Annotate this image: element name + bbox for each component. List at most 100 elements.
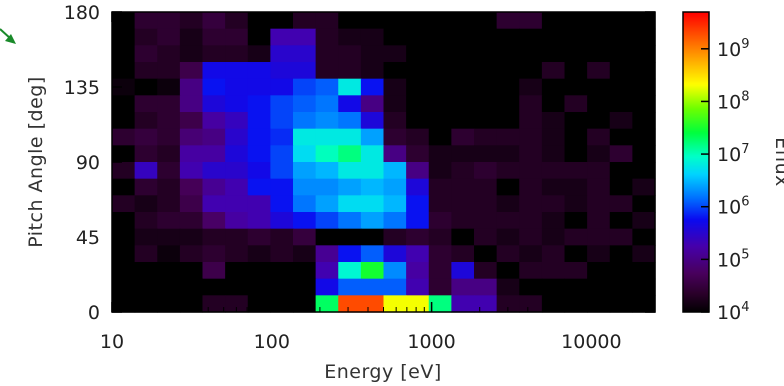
- heatmap-cell: [360, 145, 385, 163]
- heatmap-cell: [225, 278, 249, 296]
- colorbar-tick-label: 107: [717, 142, 749, 166]
- heatmap-cell: [587, 228, 611, 246]
- heatmap-cell: [338, 78, 362, 96]
- colorbar-segment: [683, 252, 709, 255]
- heatmap-cell: [632, 145, 656, 163]
- heatmap-cell: [179, 45, 204, 63]
- x-tick-label: 100: [254, 331, 290, 353]
- heatmap-cell: [541, 78, 566, 96]
- heatmap-cell: [474, 262, 498, 280]
- heatmap-cell: [315, 278, 339, 296]
- colorbar-segment: [683, 154, 709, 157]
- heatmap-cell: [406, 162, 430, 180]
- heatmap-cell: [247, 145, 271, 163]
- colorbar-segment: [683, 50, 709, 53]
- heatmap-cell: [428, 212, 452, 230]
- heatmap-cell: [383, 145, 407, 163]
- heatmap-cell: [541, 128, 566, 146]
- heatmap-cell: [270, 228, 294, 246]
- colorbar-segment: [683, 202, 709, 205]
- colorbar-tick-label: 109: [717, 37, 749, 61]
- heatmap-cell: [157, 12, 181, 30]
- colorbar-segment: [683, 238, 709, 241]
- heatmap-cell: [134, 12, 158, 30]
- colorbar-segment: [683, 136, 709, 139]
- heatmap-cell: [293, 228, 317, 246]
- heatmap-cell: [247, 228, 271, 246]
- heatmap-cell: [564, 62, 588, 80]
- heatmap-cell: [451, 212, 475, 230]
- heatmap-cell: [609, 45, 633, 63]
- heatmap-cell: [496, 28, 520, 46]
- heatmap-cell: [293, 45, 317, 63]
- heatmap-cell: [383, 78, 407, 96]
- heatmap-cell: [179, 178, 204, 196]
- heatmap-cell: [383, 112, 407, 130]
- colorbar-segment: [683, 204, 709, 207]
- heatmap-cell: [632, 45, 656, 63]
- heatmap-cell: [428, 178, 452, 196]
- heatmap-cell: [179, 212, 204, 230]
- colorbar-segment: [683, 180, 709, 183]
- heatmap-cell: [112, 28, 136, 46]
- heatmap-cell: [247, 62, 271, 80]
- colorbar-segment: [683, 302, 709, 305]
- heatmap-cell: [247, 262, 271, 280]
- heatmap-cells: [112, 12, 656, 313]
- heatmap-cell: [293, 162, 317, 180]
- heatmap-cell: [564, 295, 588, 313]
- heatmap-cell: [428, 112, 452, 130]
- colorbar-segment: [683, 194, 709, 197]
- heatmap-cell: [134, 295, 158, 313]
- heatmap-cell: [179, 95, 204, 113]
- colorbar-segment: [683, 304, 709, 307]
- heatmap-cell: [541, 28, 566, 46]
- heatmap-cell: [496, 78, 520, 96]
- heatmap-cell: [112, 245, 136, 263]
- heatmap-cell: [474, 295, 498, 313]
- heatmap-cell: [270, 128, 294, 146]
- colorbar-segment: [683, 36, 709, 39]
- colorbar-segment: [683, 260, 709, 263]
- heatmap-cell: [474, 128, 498, 146]
- heatmap-cell: [383, 95, 407, 113]
- colorbar-segment: [683, 250, 709, 253]
- heatmap-cell: [157, 178, 181, 196]
- colorbar-segment: [683, 44, 709, 47]
- colorbar-tick-label: 105: [717, 247, 749, 271]
- heatmap-cell: [609, 178, 633, 196]
- colorbar-segment: [683, 62, 709, 65]
- colorbar-segment: [683, 220, 709, 223]
- heatmap-cell: [406, 262, 430, 280]
- heatmap-cell: [247, 245, 271, 263]
- heatmap-cell: [474, 12, 498, 30]
- heatmap-cell: [609, 228, 633, 246]
- heatmap-cell: [609, 112, 633, 130]
- heatmap-cell: [519, 228, 543, 246]
- heatmap-cell: [519, 178, 543, 196]
- heatmap-cell: [112, 195, 136, 213]
- heatmap-cell: [202, 212, 226, 230]
- heatmap-cell: [451, 228, 475, 246]
- heatmap-cell: [225, 195, 249, 213]
- heatmap-cell: [270, 62, 294, 80]
- heatmap-cell: [474, 178, 498, 196]
- heatmap-cell: [112, 95, 136, 113]
- heatmap-cell: [225, 262, 249, 280]
- heatmap-cell: [293, 28, 317, 46]
- heatmap-cell: [541, 145, 566, 163]
- heatmap-cell: [112, 262, 136, 280]
- colorbar-segment: [683, 86, 709, 89]
- heatmap-cell: [270, 212, 294, 230]
- colorbar-segment: [683, 188, 709, 191]
- heatmap-cell: [202, 12, 226, 30]
- heatmap-cell: [112, 112, 136, 130]
- heatmap-cell: [202, 295, 226, 313]
- heatmap-cell: [451, 78, 475, 96]
- heatmap-cell: [338, 45, 362, 63]
- heatmap-cell: [270, 112, 294, 130]
- heatmap-cell: [315, 162, 339, 180]
- heatmap-cell: [225, 45, 249, 63]
- colorbar-segment: [683, 266, 709, 269]
- colorbar-segment: [683, 294, 709, 297]
